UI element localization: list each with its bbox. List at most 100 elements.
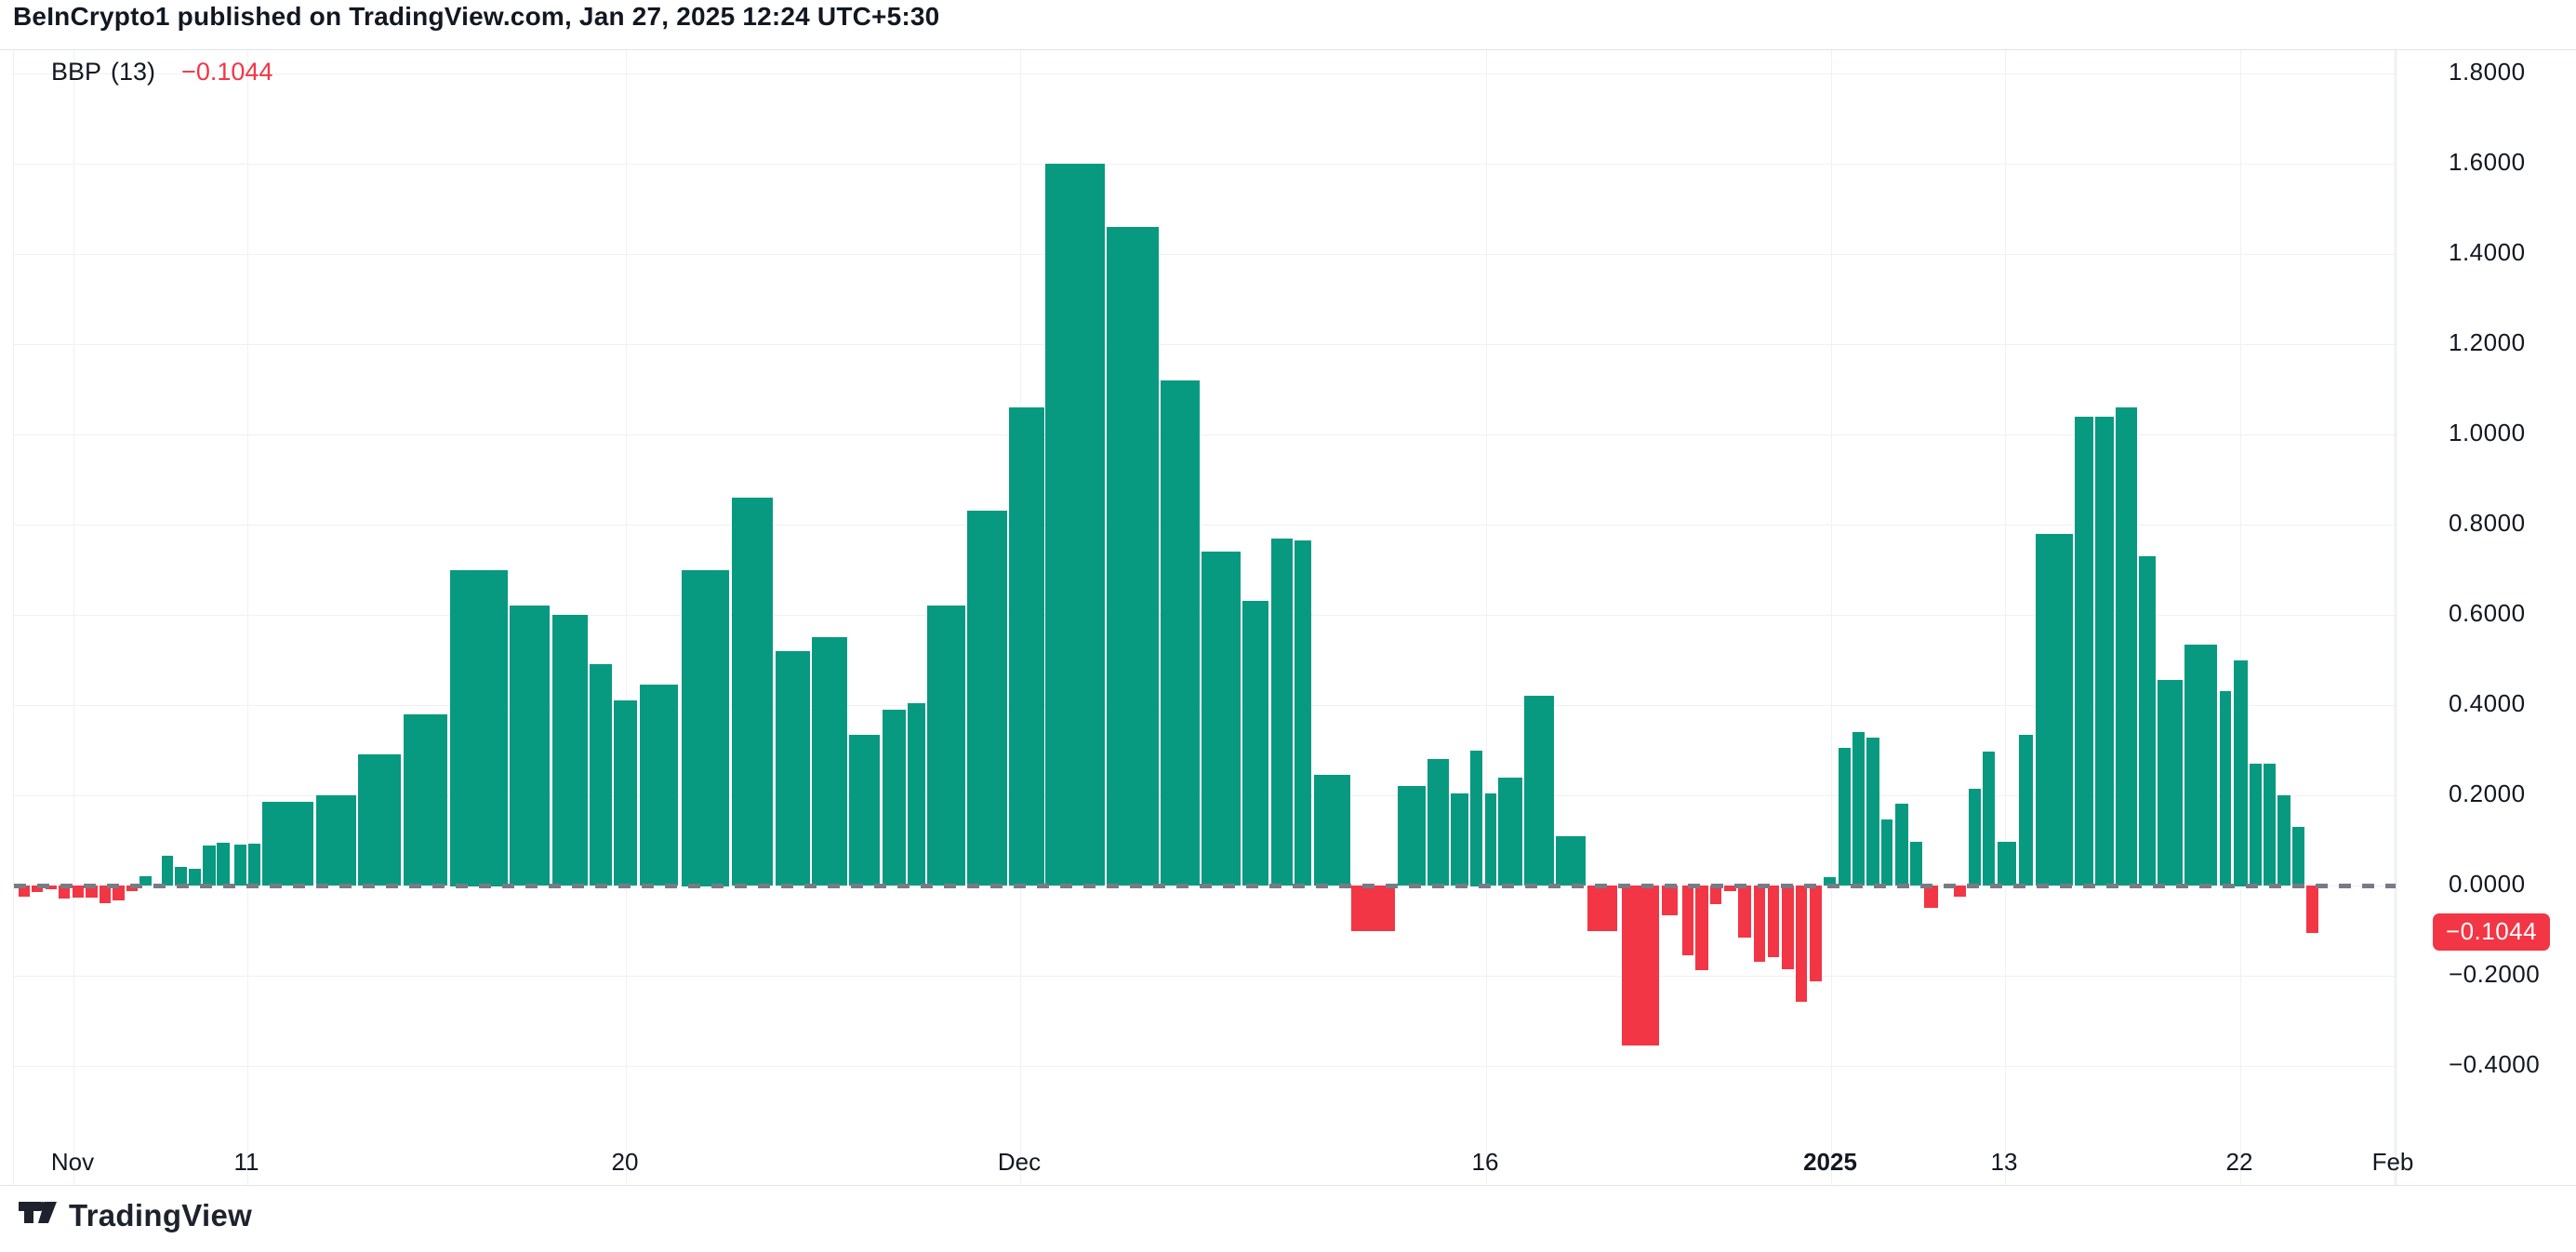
histogram-bar: [1924, 886, 1938, 908]
v-gridline: [1486, 50, 1487, 1185]
histogram-bar: [1662, 886, 1678, 915]
histogram-bar: [2158, 680, 2183, 886]
histogram-bar: [189, 868, 201, 886]
histogram-bar: [1768, 886, 1779, 957]
price-axis[interactable]: −0.1044 1.8000 1.6000 1.4000 1.2000 1.0000 0.…: [2396, 0, 2576, 1252]
histogram-bar: [1910, 842, 1922, 886]
price-scale-label: 0.6000: [2449, 599, 2526, 627]
price-scale-label: 0.0000: [2449, 870, 2526, 898]
histogram-bar: [1485, 792, 1496, 886]
histogram-bar: [1969, 789, 1981, 886]
histogram-bar: [1998, 842, 2016, 886]
histogram-bar: [1852, 732, 1865, 886]
price-scale-label: −0.4000: [2449, 1050, 2541, 1078]
histogram-bar: [776, 650, 810, 886]
histogram-bar: [1782, 886, 1794, 969]
histogram-bar: [162, 856, 173, 886]
time-scale-label: 11: [233, 1148, 259, 1176]
histogram-bar: [2234, 659, 2248, 886]
histogram-bar: [2277, 795, 2291, 886]
histogram-bar: [59, 886, 70, 899]
histogram-bar: [316, 795, 356, 886]
time-axis-border: [0, 1185, 2576, 1186]
histogram-bar: [1009, 406, 1044, 886]
histogram-bar: [967, 511, 1007, 886]
time-scale-label: 22: [2225, 1148, 2253, 1176]
h-gridline: [14, 525, 2396, 526]
histogram-bar: [1866, 738, 1879, 886]
histogram-bar: [2095, 416, 2114, 886]
histogram-bar: [1682, 886, 1693, 955]
price-scale-label: 1.8000: [2449, 58, 2526, 86]
histogram-bar: [1351, 886, 1395, 931]
page-title: BeInCrypto1 published on TradingView.com…: [13, 2, 940, 31]
histogram-bar: [849, 734, 880, 886]
v-gridline: [2005, 50, 2006, 1185]
histogram-bar: [1161, 380, 1200, 886]
histogram-bar: [203, 846, 216, 886]
tradingview-logo-text: TradingView: [69, 1198, 253, 1232]
histogram-bar: [640, 685, 678, 886]
histogram-bar: [682, 569, 729, 886]
price-scale-label: 1.0000: [2449, 419, 2526, 446]
indicator-name: BBP: [51, 58, 102, 86]
histogram-bar: [2306, 886, 2318, 933]
price-scale-label: 1.4000: [2449, 238, 2526, 266]
histogram-bar: [1881, 819, 1892, 886]
last-value-badge: −0.1044: [2433, 912, 2550, 951]
histogram-bar: [358, 754, 401, 886]
histogram-bar: [1242, 601, 1268, 886]
histogram-bar: [1983, 752, 1995, 886]
time-scale-label: 20: [611, 1148, 639, 1176]
histogram-bar: [2220, 691, 2231, 886]
histogram-bar: [1954, 886, 1966, 897]
v-gridline: [73, 50, 74, 1185]
histogram-bar: [1622, 886, 1659, 1046]
time-scale-label: Nov: [50, 1148, 95, 1176]
histogram-bar: [1314, 775, 1350, 886]
time-axis[interactable]: Nov 11 20 Dec 16 2025 13 22 Feb: [0, 1148, 2576, 1235]
price-scale-label: 1.6000: [2449, 148, 2526, 176]
price-scale-label: 1.2000: [2449, 328, 2526, 356]
histogram-bar: [590, 664, 612, 886]
histogram-bar: [73, 886, 84, 898]
histogram-bar: [1810, 886, 1822, 981]
histogram-bar: [883, 709, 906, 886]
histogram-bar: [1524, 696, 1554, 886]
histogram-bar: [1202, 552, 1241, 886]
histogram-bar: [404, 713, 447, 886]
histogram-bar: [927, 606, 965, 886]
histogram-bar: [1754, 886, 1765, 962]
time-scale-label: Dec: [997, 1148, 1042, 1176]
histogram-bar: [732, 497, 773, 886]
histogram-bar: [2264, 764, 2276, 886]
histogram-bar: [2019, 734, 2033, 886]
chart-pane[interactable]: BBP (13) −0.1044: [13, 49, 2397, 1186]
histogram-bar: [2139, 555, 2156, 886]
h-gridline: [14, 254, 2396, 255]
histogram-bar: [908, 702, 925, 886]
time-scale-label: 2025: [1803, 1148, 1857, 1176]
histogram-bar: [2250, 764, 2262, 886]
histogram-bar: [2075, 416, 2093, 886]
histogram-bar: [1710, 886, 1721, 904]
v-gridline: [626, 50, 627, 1185]
price-scale-label: 0.8000: [2449, 509, 2526, 537]
histogram-bar: [1839, 747, 1851, 886]
time-scale-label: Feb: [2371, 1148, 2414, 1176]
price-scale-label: 0.2000: [2449, 779, 2526, 807]
histogram-bar: [812, 637, 847, 886]
histogram-bar: [1427, 759, 1449, 886]
v-gridline: [247, 50, 248, 1185]
price-scale-label: 0.4000: [2449, 689, 2526, 717]
histogram-bar: [100, 886, 111, 903]
time-scale-label: 16: [1471, 1148, 1499, 1176]
indicator-legend[interactable]: BBP (13) −0.1044: [51, 58, 272, 87]
histogram-bar: [1295, 539, 1311, 886]
histogram-bar: [2036, 533, 2073, 886]
histogram-bar: [1556, 835, 1586, 886]
histogram-bar: [113, 886, 125, 900]
tradingview-attribution[interactable]: TradingView: [19, 1198, 252, 1233]
histogram-bar: [1045, 164, 1105, 886]
h-gridline: [14, 976, 2396, 977]
